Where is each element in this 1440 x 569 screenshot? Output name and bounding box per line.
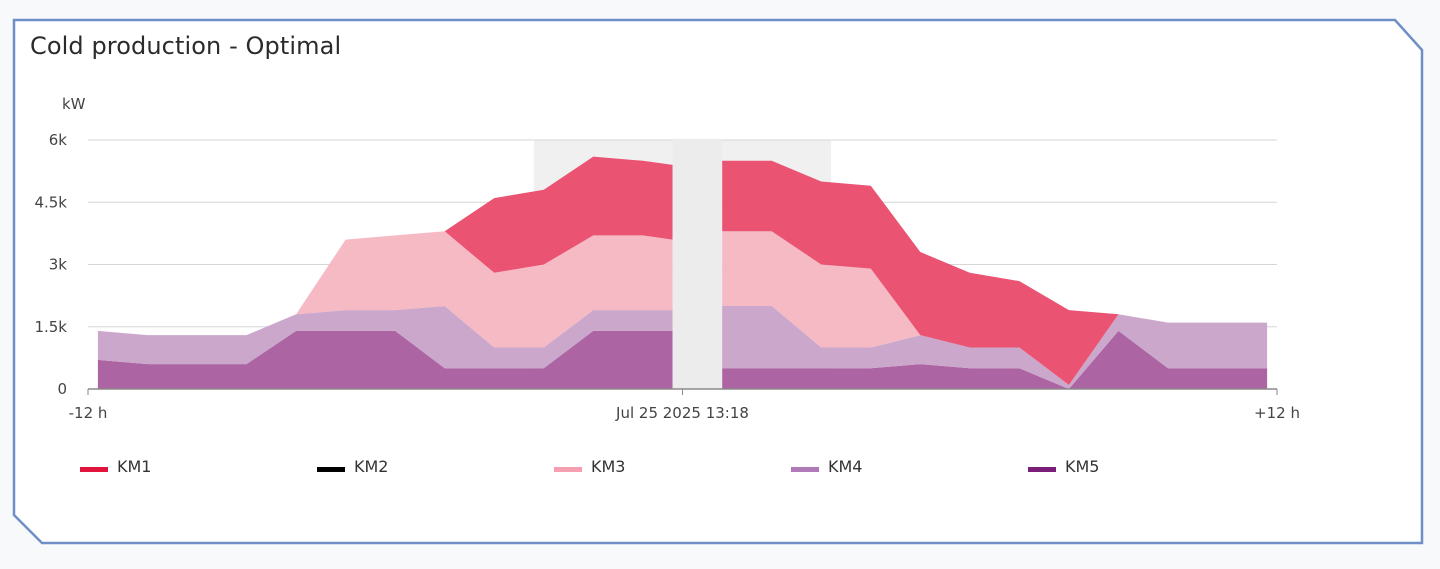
x-tick-label: Jul 25 2025 13:18 <box>615 404 749 422</box>
y-tick-label: 0 <box>57 380 67 398</box>
legend-item-km4[interactable]: KM4 <box>791 455 862 477</box>
data-gap-band <box>672 140 723 389</box>
y-tick-label: 4.5k <box>34 193 67 211</box>
x-tick-label: -12 h <box>69 404 108 422</box>
legend-item-km3[interactable]: KM3 <box>554 455 625 477</box>
x-tick-label: +12 h <box>1254 404 1300 422</box>
legend-label: KM1 <box>117 456 152 476</box>
area-km1 <box>722 160 1268 385</box>
legend-label: KM4 <box>828 456 863 476</box>
legend-swatch <box>1028 466 1056 472</box>
area-km1 <box>97 156 673 336</box>
legend-swatch <box>791 466 819 472</box>
area-km3 <box>97 231 673 348</box>
y-tick-label: 1.5k <box>34 318 67 336</box>
legend-item-km5[interactable]: KM5 <box>1028 455 1099 477</box>
y-axis-unit-label: kW <box>62 95 86 113</box>
page-title: Cold production - Optimal <box>30 32 342 60</box>
legend-label: KM5 <box>1065 456 1100 476</box>
chart-legend: KM1 KM2 KM3 KM4 KM5 <box>80 455 1180 477</box>
legend-item-km2[interactable]: KM2 <box>317 455 388 477</box>
legend-swatch <box>317 466 345 472</box>
legend-label: KM3 <box>591 456 626 476</box>
area-km4 <box>97 306 673 369</box>
area-km5 <box>97 330 673 389</box>
area-km3 <box>722 231 1268 385</box>
y-tick-label: 6k <box>49 131 68 149</box>
area-km5 <box>722 330 1268 389</box>
legend-label: KM2 <box>354 456 389 476</box>
y-tick-label: 3k <box>49 256 68 274</box>
legend-swatch <box>80 466 108 472</box>
legend-swatch <box>554 466 582 472</box>
legend-item-km1[interactable]: KM1 <box>80 455 151 477</box>
